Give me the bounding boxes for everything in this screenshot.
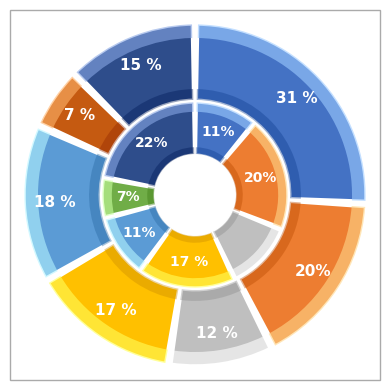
Text: 17 %: 17 % <box>170 255 208 269</box>
Wedge shape <box>105 103 194 187</box>
Wedge shape <box>89 154 112 246</box>
Text: 11%: 11% <box>122 226 156 240</box>
Wedge shape <box>168 228 214 243</box>
Wedge shape <box>76 25 192 82</box>
Circle shape <box>155 155 235 235</box>
Wedge shape <box>180 280 241 301</box>
Wedge shape <box>49 276 168 363</box>
Wedge shape <box>196 103 253 163</box>
Wedge shape <box>232 227 280 278</box>
Wedge shape <box>49 244 179 363</box>
Wedge shape <box>239 202 301 289</box>
Wedge shape <box>142 228 233 287</box>
Text: 11%: 11% <box>201 124 235 138</box>
Wedge shape <box>213 211 239 238</box>
Wedge shape <box>105 103 193 178</box>
Wedge shape <box>197 89 301 199</box>
Wedge shape <box>213 211 280 278</box>
Wedge shape <box>221 125 287 228</box>
Wedge shape <box>147 187 156 206</box>
Wedge shape <box>221 159 243 212</box>
Wedge shape <box>197 103 253 130</box>
Wedge shape <box>106 217 145 269</box>
Wedge shape <box>121 89 193 127</box>
Wedge shape <box>149 206 171 233</box>
Wedge shape <box>76 25 193 127</box>
Wedge shape <box>171 280 270 365</box>
Wedge shape <box>239 202 365 346</box>
Wedge shape <box>269 206 365 346</box>
Wedge shape <box>25 128 58 278</box>
Wedge shape <box>142 263 233 287</box>
Text: 20%: 20% <box>244 171 277 185</box>
Text: 18 %: 18 % <box>34 195 76 210</box>
Wedge shape <box>99 121 127 155</box>
Wedge shape <box>40 76 127 155</box>
Wedge shape <box>148 147 194 187</box>
Text: 7%: 7% <box>116 190 139 204</box>
Wedge shape <box>249 125 287 228</box>
Wedge shape <box>103 179 114 216</box>
Wedge shape <box>40 76 82 129</box>
Wedge shape <box>197 25 365 201</box>
Text: 17 %: 17 % <box>95 303 136 318</box>
Text: 22%: 22% <box>135 136 169 150</box>
Text: 7 %: 7 % <box>64 108 95 123</box>
Text: 20%: 20% <box>294 264 331 279</box>
Text: 15 %: 15 % <box>121 58 162 73</box>
Text: 12 %: 12 % <box>196 326 238 341</box>
Wedge shape <box>103 179 156 216</box>
Text: 31 %: 31 % <box>276 91 318 106</box>
Wedge shape <box>25 128 112 278</box>
Wedge shape <box>171 336 270 365</box>
Wedge shape <box>198 25 365 201</box>
Wedge shape <box>106 206 171 269</box>
Wedge shape <box>196 147 225 163</box>
Wedge shape <box>104 244 179 300</box>
